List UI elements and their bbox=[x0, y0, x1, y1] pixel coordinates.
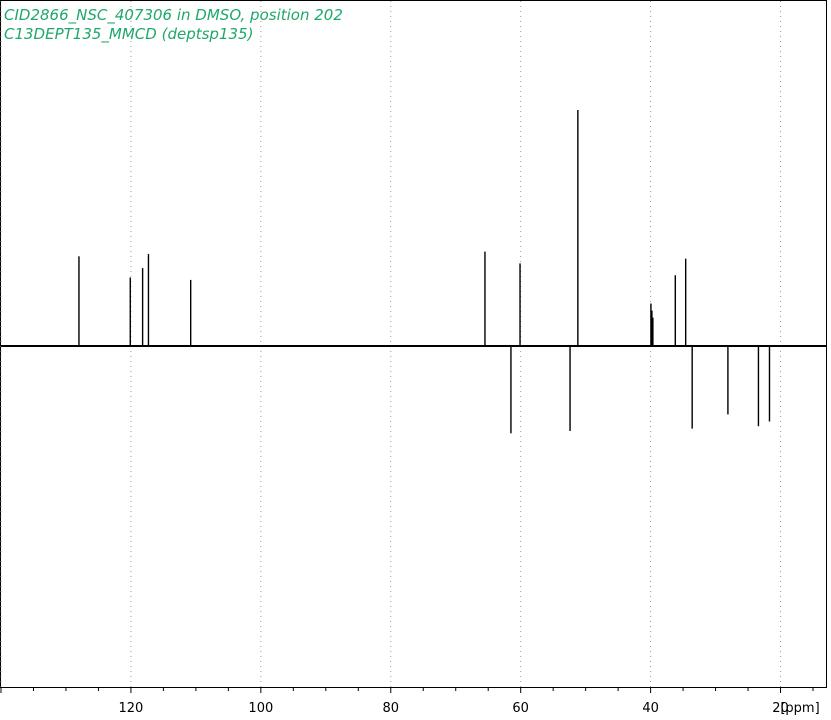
spectrum-trace bbox=[1, 110, 826, 434]
plot-frame bbox=[0, 0, 827, 688]
chart-title-line-1: CID2866_NSC_407306 in DMSO, position 202 bbox=[4, 6, 343, 25]
x-tick-label: 20 bbox=[772, 701, 789, 716]
x-tick-label: 100 bbox=[248, 701, 273, 716]
x-tick-label: 60 bbox=[512, 701, 529, 716]
grid-lines bbox=[0, 1, 782, 687]
x-axis-unit-label: [ppm] bbox=[780, 701, 819, 716]
x-tick-label: 40 bbox=[642, 701, 659, 716]
x-tick-label: 80 bbox=[382, 701, 399, 716]
x-axis: 120 100 80 60 40 20 bbox=[0, 687, 814, 716]
x-tick-label: 120 bbox=[119, 701, 144, 716]
chart-title-line-2: C13DEPT135_MMCD (deptsp135) bbox=[4, 25, 253, 44]
